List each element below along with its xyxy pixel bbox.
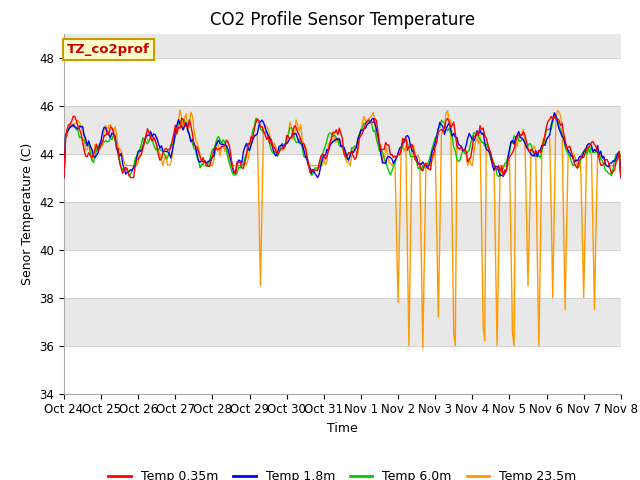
Title: CO2 Profile Sensor Temperature: CO2 Profile Sensor Temperature [210,11,475,29]
Y-axis label: Senor Temperature (C): Senor Temperature (C) [20,143,34,285]
Bar [64,10,621,58]
Bar [64,298,621,346]
Text: TZ_co2prof: TZ_co2prof [67,43,150,56]
Legend: Temp 0.35m, Temp 1.8m, Temp 6.0m, Temp 23.5m: Temp 0.35m, Temp 1.8m, Temp 6.0m, Temp 2… [103,465,582,480]
Bar [64,202,621,250]
Bar [64,106,621,154]
X-axis label: Time: Time [327,422,358,435]
